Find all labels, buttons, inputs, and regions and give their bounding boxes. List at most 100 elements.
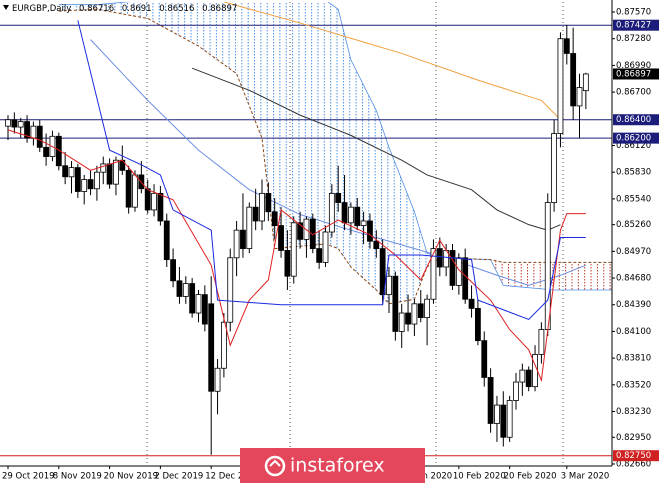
candle-body	[151, 192, 157, 211]
x-tick-label: 12 Dec 2019	[205, 472, 259, 482]
x-tick-label: 3 Mar 2020	[561, 472, 609, 482]
cloud-segment	[389, 147, 415, 304]
candle-body	[367, 220, 373, 242]
candle-body	[208, 303, 215, 392]
candle-body	[424, 298, 431, 319]
indicator-line	[7, 129, 586, 383]
candle-body	[525, 369, 532, 388]
candle-body	[405, 312, 411, 325]
cloud-segment	[96, 2, 148, 19]
candle-body	[189, 283, 196, 314]
cloud-segment	[274, 2, 326, 249]
x-tick-label: 10 Feb 2020	[453, 472, 506, 482]
candle-body	[328, 192, 335, 233]
x-tick-label: Jan 2020	[414, 472, 452, 482]
cloud-segment	[262, 2, 275, 249]
candle-body	[468, 298, 475, 309]
level-label: 0.86400	[616, 115, 651, 125]
candle-body	[278, 225, 284, 251]
candle-body	[106, 163, 113, 185]
current-price-box	[613, 68, 659, 80]
candle-body	[398, 312, 405, 332]
cloud-segment	[198, 2, 237, 74]
chart-header: EURGBP,Daily 0.86716 0.8691 0.86516 0.86…	[12, 4, 237, 14]
y-tick-label: 0.85260	[616, 220, 651, 230]
candle-body	[335, 192, 342, 203]
candle-body	[55, 135, 62, 167]
candle-body	[354, 206, 361, 226]
candle-body	[322, 231, 329, 263]
level-label-box	[613, 450, 659, 462]
candle-body	[576, 87, 583, 107]
candle-body	[132, 174, 138, 208]
header-close: 0.86897	[202, 4, 237, 14]
x-tick-label: 8 Nov 2019	[53, 472, 102, 482]
candle-body	[506, 400, 513, 438]
level-label: 0.82750	[616, 451, 651, 461]
candle-body	[227, 257, 234, 323]
x-tick-label: 29 Oct 2019	[2, 472, 55, 482]
candle-body	[68, 167, 75, 178]
y-tick-label: 0.83520	[616, 380, 651, 390]
indicator-line	[191, 67, 561, 231]
candle-body	[297, 222, 304, 240]
cloud-segment	[554, 262, 612, 291]
candle-body	[182, 283, 189, 297]
candle-body	[201, 294, 208, 325]
candle-body	[43, 146, 49, 157]
candle-body	[379, 248, 386, 296]
header-low: 0.86516	[159, 4, 194, 14]
candle-body	[157, 192, 164, 222]
candle-body	[538, 329, 545, 355]
candle-body	[347, 206, 354, 224]
candle-body	[240, 229, 246, 249]
cloud-segment	[325, 2, 339, 249]
y-tick-label: 0.84970	[616, 247, 651, 257]
candle-body	[100, 163, 107, 173]
candle-body	[373, 240, 380, 249]
banner-logo	[264, 455, 286, 477]
candle-body	[220, 321, 227, 369]
candle-body	[284, 250, 291, 277]
candle-body	[125, 169, 132, 208]
symbol-title: EURGBP,Daily	[12, 4, 71, 14]
candle-body	[265, 192, 272, 213]
candle-body	[417, 303, 424, 319]
level-label-box	[613, 132, 659, 144]
candle-body	[449, 250, 456, 286]
banner-logo-mark	[269, 459, 281, 467]
candle-body	[290, 222, 297, 277]
candle-body	[246, 206, 253, 249]
candle-body	[176, 280, 183, 297]
current-price-label: 0.86897	[616, 69, 651, 79]
candle-body	[519, 369, 526, 383]
candle-body	[113, 159, 119, 185]
candle-body	[62, 165, 69, 178]
x-tick-label: 2 Dec 2019	[154, 472, 203, 482]
candle-body	[87, 179, 94, 190]
candle-body	[252, 206, 259, 222]
candle-body	[316, 248, 323, 263]
cloud-segment	[503, 262, 555, 291]
candle-body	[30, 125, 37, 139]
candle-body	[487, 377, 494, 424]
candle-body	[494, 404, 500, 424]
candle-body	[563, 38, 570, 54]
y-tick-label: 0.82660	[616, 459, 651, 469]
indicator-line	[77, 20, 586, 321]
candle-body	[144, 188, 151, 211]
candle-body	[386, 275, 392, 296]
candle-body	[195, 294, 202, 314]
y-tick-label: 0.85830	[616, 168, 651, 178]
y-tick-label: 0.84100	[616, 327, 651, 337]
y-tick-label: 0.85540	[616, 194, 651, 204]
candle-body	[271, 211, 278, 226]
level-label-box	[613, 114, 659, 126]
y-tick-label: 0.86700	[616, 88, 651, 98]
candle-body	[392, 275, 399, 332]
candle-body	[513, 381, 519, 401]
y-tick-label: 0.83810	[616, 354, 651, 364]
level-label: 0.87427	[616, 21, 651, 31]
candle-body	[170, 259, 177, 282]
candle-body	[532, 354, 538, 388]
